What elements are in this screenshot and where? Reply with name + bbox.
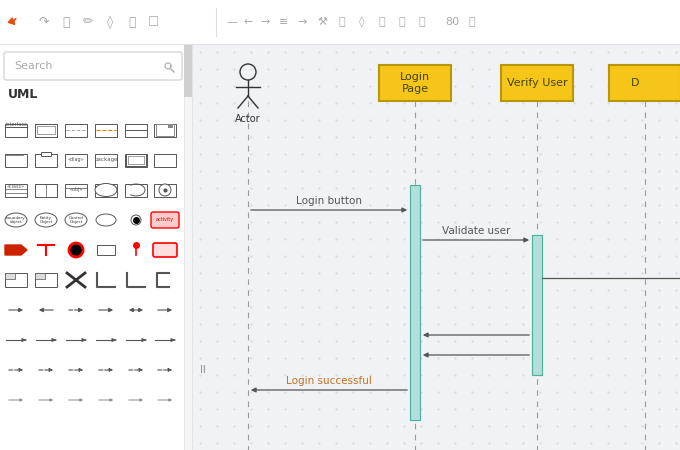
Ellipse shape xyxy=(95,184,117,197)
Text: «obj»: «obj» xyxy=(69,188,83,193)
FancyBboxPatch shape xyxy=(532,235,542,375)
Text: interface: interface xyxy=(5,122,27,126)
FancyBboxPatch shape xyxy=(65,184,87,197)
Text: ⬜: ⬜ xyxy=(419,17,425,27)
Text: UML: UML xyxy=(8,89,38,102)
FancyBboxPatch shape xyxy=(35,123,57,136)
FancyBboxPatch shape xyxy=(35,123,57,136)
FancyBboxPatch shape xyxy=(95,153,117,166)
Text: Entity
Object: Entity Object xyxy=(39,216,52,224)
FancyBboxPatch shape xyxy=(154,153,176,166)
FancyBboxPatch shape xyxy=(153,243,177,257)
Text: D: D xyxy=(631,78,639,88)
Text: Verify User: Verify User xyxy=(507,78,567,88)
Text: →: → xyxy=(260,17,270,27)
FancyBboxPatch shape xyxy=(501,65,573,101)
Text: →: → xyxy=(297,17,307,27)
FancyBboxPatch shape xyxy=(4,52,182,80)
Circle shape xyxy=(159,184,171,196)
FancyBboxPatch shape xyxy=(154,123,176,136)
Text: Control
Object: Control Object xyxy=(69,216,84,224)
Text: 80: 80 xyxy=(445,17,459,27)
Text: ◊: ◊ xyxy=(359,16,364,28)
FancyBboxPatch shape xyxy=(125,123,147,136)
Text: «diag»: «diag» xyxy=(68,158,84,162)
FancyBboxPatch shape xyxy=(410,185,420,420)
FancyBboxPatch shape xyxy=(154,184,176,197)
FancyBboxPatch shape xyxy=(0,44,192,450)
Text: ⎓: ⎓ xyxy=(339,17,345,27)
Text: ←: ← xyxy=(243,17,253,27)
FancyBboxPatch shape xyxy=(35,273,57,287)
Text: ◊: ◊ xyxy=(107,15,113,29)
Text: ✏: ✏ xyxy=(83,15,93,28)
Text: ☐: ☐ xyxy=(148,15,160,28)
FancyBboxPatch shape xyxy=(126,154,146,166)
FancyBboxPatch shape xyxy=(184,45,192,97)
FancyBboxPatch shape xyxy=(156,124,174,136)
FancyBboxPatch shape xyxy=(5,273,27,287)
Text: Actor: Actor xyxy=(235,114,261,124)
Text: Login
Page: Login Page xyxy=(400,72,430,94)
FancyBboxPatch shape xyxy=(151,212,179,228)
FancyBboxPatch shape xyxy=(35,184,57,197)
FancyBboxPatch shape xyxy=(97,245,115,255)
Ellipse shape xyxy=(65,213,87,227)
FancyBboxPatch shape xyxy=(95,123,117,136)
Text: Login successful: Login successful xyxy=(286,376,372,386)
FancyBboxPatch shape xyxy=(379,65,451,101)
Ellipse shape xyxy=(5,213,27,227)
FancyBboxPatch shape xyxy=(168,124,173,128)
Text: boundary
object: boundary object xyxy=(6,216,26,224)
Text: ⎕: ⎕ xyxy=(129,15,136,28)
FancyBboxPatch shape xyxy=(125,153,147,166)
Text: package: package xyxy=(95,158,118,162)
Circle shape xyxy=(69,243,83,257)
FancyBboxPatch shape xyxy=(35,184,57,197)
Text: ≡: ≡ xyxy=(279,17,289,27)
Text: 🗑: 🗑 xyxy=(63,15,70,28)
FancyBboxPatch shape xyxy=(192,44,680,450)
Text: «class»: «class» xyxy=(7,184,25,189)
Text: —: — xyxy=(226,17,237,27)
FancyBboxPatch shape xyxy=(5,123,27,136)
FancyBboxPatch shape xyxy=(5,273,15,279)
Polygon shape xyxy=(5,245,27,255)
FancyBboxPatch shape xyxy=(5,153,27,166)
Text: Login button: Login button xyxy=(296,196,362,206)
FancyBboxPatch shape xyxy=(65,153,87,166)
FancyBboxPatch shape xyxy=(5,184,27,197)
FancyBboxPatch shape xyxy=(184,44,192,450)
Ellipse shape xyxy=(96,214,116,226)
FancyBboxPatch shape xyxy=(95,184,117,197)
Text: 🔓: 🔓 xyxy=(398,17,405,27)
FancyBboxPatch shape xyxy=(35,273,45,279)
Ellipse shape xyxy=(35,213,57,227)
FancyBboxPatch shape xyxy=(41,152,51,156)
Text: Search: Search xyxy=(14,61,52,71)
Text: Validate user: Validate user xyxy=(442,226,510,236)
Text: activity: activity xyxy=(156,217,174,222)
Text: ↷: ↷ xyxy=(39,15,49,28)
FancyBboxPatch shape xyxy=(65,123,87,136)
Text: ⚒: ⚒ xyxy=(317,17,327,27)
Text: ⛓: ⛓ xyxy=(469,17,475,27)
Text: II: II xyxy=(200,365,206,375)
FancyBboxPatch shape xyxy=(0,0,680,44)
FancyBboxPatch shape xyxy=(125,184,147,197)
Text: 🔒: 🔒 xyxy=(379,17,386,27)
Circle shape xyxy=(131,215,141,225)
FancyBboxPatch shape xyxy=(35,153,57,166)
FancyBboxPatch shape xyxy=(609,65,680,101)
